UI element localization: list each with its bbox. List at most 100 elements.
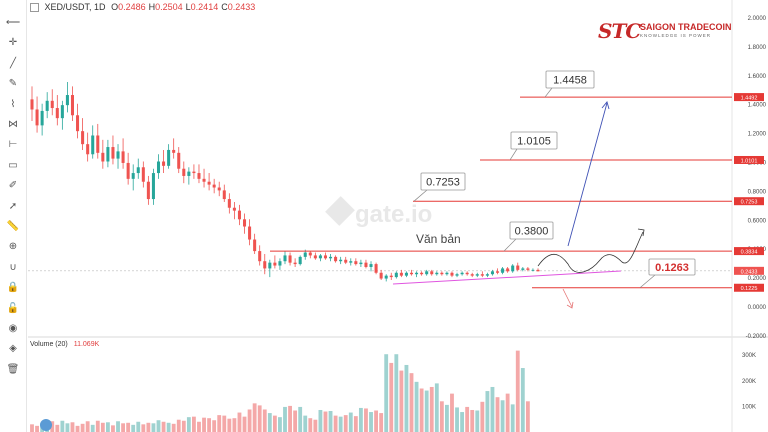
volume-bar [192,416,196,432]
candle-body [197,173,201,179]
candle-body [232,207,236,211]
measure-icon[interactable]: ⊢ [8,139,18,151]
candle-body [450,272,454,276]
candle-body [318,255,322,259]
candle-body [354,261,358,265]
volume-bar [131,424,136,432]
annotation-icon[interactable]: ▭ [8,159,18,171]
volume-bar [161,421,166,432]
layers-icon[interactable]: ◈ [9,343,17,355]
volume-bar [495,397,500,432]
volume-bar [374,410,378,432]
path-icon[interactable]: ⌇ [10,98,16,110]
candle-body [65,95,69,106]
callout-box[interactable] [545,70,595,89]
price-level-axis-badge [734,155,764,164]
candle-body [521,268,525,270]
interval-label: 1D [94,2,106,12]
candle-body [394,272,398,278]
eye-icon[interactable]: ◉ [8,323,18,334]
candle-body [243,219,247,227]
volume-bar [116,421,120,432]
y-tick-label: 2.0000 [748,16,767,22]
logo-mark: STC [598,19,641,43]
candle-body [526,268,530,270]
volume-bar [348,412,353,432]
y-tick-label: -0.2000 [746,334,767,340]
candle-body [470,274,474,276]
volume-bar [262,409,267,432]
pattern-icon[interactable]: ⋈ [8,119,18,130]
candle-body [162,161,166,166]
volume-bar [65,423,70,432]
candle-body [536,269,540,272]
symbol-toggle[interactable] [30,3,39,13]
ohlc-key-o: O [111,2,119,12]
volume-bar [30,424,34,432]
volume-bar [121,423,125,432]
watermark-icon [325,196,355,226]
volume-bar [358,407,363,432]
candle-body [430,271,434,275]
candle-body [293,262,297,265]
watermark-text: gate.io [355,201,432,228]
lock-alt-icon[interactable]: 🔓 [6,302,20,314]
volume-bar [35,425,39,432]
zoom-icon[interactable]: ⊕ [8,241,18,253]
volume-indicator-value: 11.069K [73,341,100,348]
volume-bar [217,415,222,432]
volume-bar [95,420,100,432]
candle-body [501,268,505,273]
y-tick-label: 1.8000 [748,45,767,51]
pencil-icon[interactable]: ✎ [8,78,18,90]
candle-body [237,210,241,220]
magnet-icon[interactable]: ∪ [9,261,17,273]
ruler-icon[interactable]: 📏 [6,221,20,232]
candle-body [96,135,100,153]
volume-bar [212,420,217,432]
callout-box[interactable] [648,258,696,276]
volume-bar [343,415,348,432]
volume-bar [394,354,399,432]
callout-label: 0.1263 [655,262,689,274]
candle-body [55,108,59,119]
trash-icon[interactable]: 🗑 [6,363,20,375]
last-price-badge [734,266,764,275]
ohlc-value-l: 0.2414 [190,2,219,12]
crosshair-icon[interactable]: ✛ [8,37,18,49]
callout-box[interactable] [420,172,466,191]
drawing-toolbar: ⟵ ✛ ╱ ✎ ⌇ ⋈ ⊢ ▭ ✐ ➚ 📏 ⊕ ∪ 🔒 🔓 ◉ ◈ 🗑 [0,0,27,432]
cloud-icon[interactable] [40,419,52,431]
lock-icon[interactable]: 🔒 [6,282,20,294]
cursor-icon[interactable]: ⟵ [5,17,21,28]
candle-body [384,275,388,279]
candle-body [116,151,120,159]
symbol-legend: XED/USDT, 1D O0.2486 H0.2504 L0.2414 C0.243… [30,2,255,13]
volume-bar [166,422,171,432]
volume-bar [328,411,333,432]
breakout-arrowhead [601,101,610,110]
candle-body [131,173,135,179]
ohlc-values: O0.2486 H0.2504 L0.2414 C0.2433 [108,2,255,12]
candle-body [70,95,74,116]
callout-leader [544,87,553,98]
candle-body [76,115,80,132]
volume-bar [141,424,146,432]
volume-bar [176,419,181,432]
candle-body [60,105,64,119]
brush-icon[interactable]: ✐ [8,180,18,192]
volume-tick-label: 200K [742,379,756,385]
volume-bar [303,415,308,432]
candle-body [106,147,110,162]
candle-body [101,152,105,162]
callout-box[interactable] [510,131,558,150]
logo-name: SAIGON TRADECOIN [640,22,732,32]
callout-box[interactable] [509,221,554,240]
candle-body [460,272,464,275]
volume-bar [434,383,439,432]
volume-bar [126,422,131,432]
annotation-text: Văn bản [416,232,461,246]
arrow-icon[interactable]: ➚ [8,200,18,212]
trendline-icon[interactable]: ╱ [9,57,17,69]
